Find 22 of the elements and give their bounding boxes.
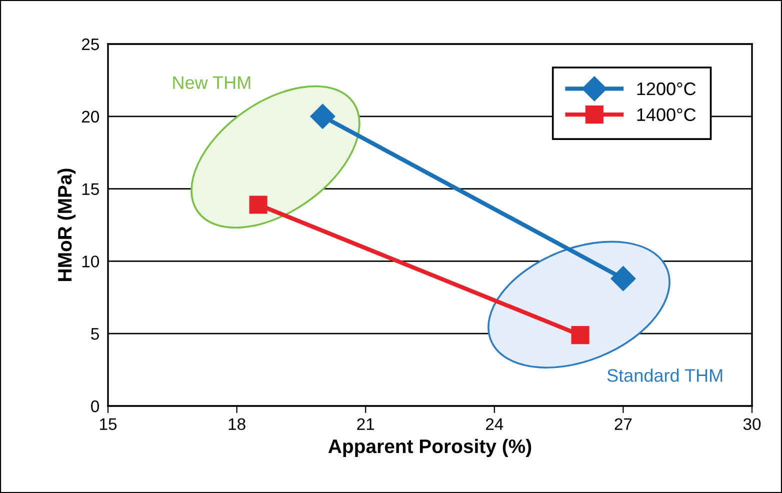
x-tick-label: 27: [614, 418, 632, 430]
point: [571, 326, 590, 344]
y-tick-label: 0: [91, 400, 100, 412]
x-tick-label: 21: [357, 418, 374, 430]
legend-label: 1200°C: [637, 82, 696, 96]
point: [249, 196, 268, 214]
point: [610, 266, 636, 292]
y-tick-label: 25: [82, 38, 99, 50]
x-tick-label: 15: [100, 418, 117, 430]
annotation: New THM: [173, 76, 250, 90]
y-tick-label: 15: [82, 183, 99, 196]
x-tick-label: 18: [228, 418, 246, 430]
point: [310, 104, 336, 129]
y-tick-label: 5: [91, 328, 99, 340]
y-axis-title: HMoR (MPa): [57, 168, 76, 281]
x-tick-label: 30: [743, 418, 761, 430]
x-tick-label: 24: [486, 418, 504, 430]
y-tick-label: 10: [82, 256, 100, 268]
y-tick-label: 20: [82, 110, 100, 123]
annotation: Standard THM: [607, 368, 722, 382]
legend-label: 1400°C: [637, 108, 696, 122]
x-axis-title: Apparent Porosity (%): [328, 438, 532, 458]
